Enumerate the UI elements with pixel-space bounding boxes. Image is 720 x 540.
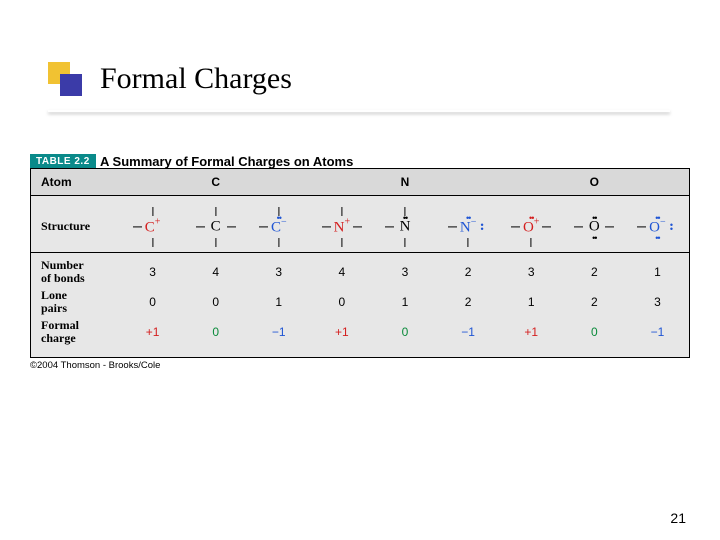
struct-cell: N•• (373, 202, 436, 252)
cell-lp: 2 (563, 295, 626, 309)
formal-charges-table: Atom C N O Structure C+ C C−•• N+ N•• N−… (30, 168, 690, 358)
slide: Formal Charges TABLE 2.2 A Summary of Fo… (0, 0, 720, 540)
title-underline (48, 110, 670, 112)
cell-lp: 2 (437, 295, 500, 309)
page-number: 21 (670, 510, 686, 526)
cell-bonds: 3 (247, 265, 310, 279)
rule-under-structure (31, 252, 689, 253)
header-atom-c: C (121, 172, 310, 192)
label-structure: Structure (31, 220, 121, 233)
cell-fc: −1 (247, 325, 310, 339)
cell-bonds: 3 (121, 265, 184, 279)
cell-bonds: 1 (626, 265, 689, 279)
cell-lp: 1 (373, 295, 436, 309)
bullet-blue-square (60, 74, 82, 96)
label-formal-charge: Formal charge (31, 319, 121, 345)
cell-lp: 1 (247, 295, 310, 309)
row-formal-charge: Formal charge +1 0 −1 +1 0 −1 +1 0 −1 (31, 317, 689, 347)
struct-cell: N+ (310, 202, 373, 252)
table-body: Structure C+ C C−•• N+ N•• N−•••• O+•• O… (31, 196, 689, 357)
cell-bonds: 2 (563, 265, 626, 279)
table-bottom-rule (31, 357, 689, 358)
cell-lp: 3 (626, 295, 689, 309)
table-tab-label: TABLE 2.2 (30, 154, 96, 169)
header-atom-o: O (500, 172, 689, 192)
cell-lp: 0 (310, 295, 373, 309)
row-structure: Structure C+ C C−•• N+ N•• N−•••• O+•• O… (31, 202, 689, 252)
struct-cell: O+•• (500, 202, 563, 252)
cell-fc: +1 (310, 325, 373, 339)
table-caption: A Summary of Formal Charges on Atoms (100, 154, 353, 169)
cell-fc: 0 (373, 325, 436, 339)
cell-fc: −1 (626, 325, 689, 339)
struct-cell: O−•••••• (626, 202, 689, 252)
page-title: Formal Charges (100, 62, 292, 96)
cell-bonds: 3 (500, 265, 563, 279)
table-header-row: Atom C N O (31, 168, 689, 196)
header-atom-n: N (310, 172, 499, 192)
cell-lp: 0 (184, 295, 247, 309)
cell-bonds: 3 (373, 265, 436, 279)
cell-fc: +1 (121, 325, 184, 339)
row-lone-pairs: Lone pairs 0 0 1 0 1 2 1 2 3 (31, 287, 689, 317)
label-lone-pairs: Lone pairs (31, 289, 121, 315)
cell-fc: 0 (184, 325, 247, 339)
struct-cell: C (184, 202, 247, 252)
header-atom-label: Atom (31, 172, 121, 192)
struct-cell: N−•••• (437, 202, 500, 252)
cell-bonds: 4 (310, 265, 373, 279)
cell-lp: 1 (500, 295, 563, 309)
struct-cell: C+ (121, 202, 184, 252)
struct-cell: O•••• (563, 202, 626, 252)
cell-fc: −1 (437, 325, 500, 339)
cell-fc: 0 (563, 325, 626, 339)
cell-bonds: 4 (184, 265, 247, 279)
cell-fc: +1 (500, 325, 563, 339)
cell-bonds: 2 (437, 265, 500, 279)
title-bullet (48, 62, 82, 96)
cell-lp: 0 (121, 295, 184, 309)
row-bonds: Number of bonds 3 4 3 4 3 2 3 2 1 (31, 257, 689, 287)
copyright-text: ©2004 Thomson - Brooks/Cole (30, 360, 160, 371)
label-bonds: Number of bonds (31, 259, 121, 285)
struct-cell: C−•• (247, 202, 310, 252)
